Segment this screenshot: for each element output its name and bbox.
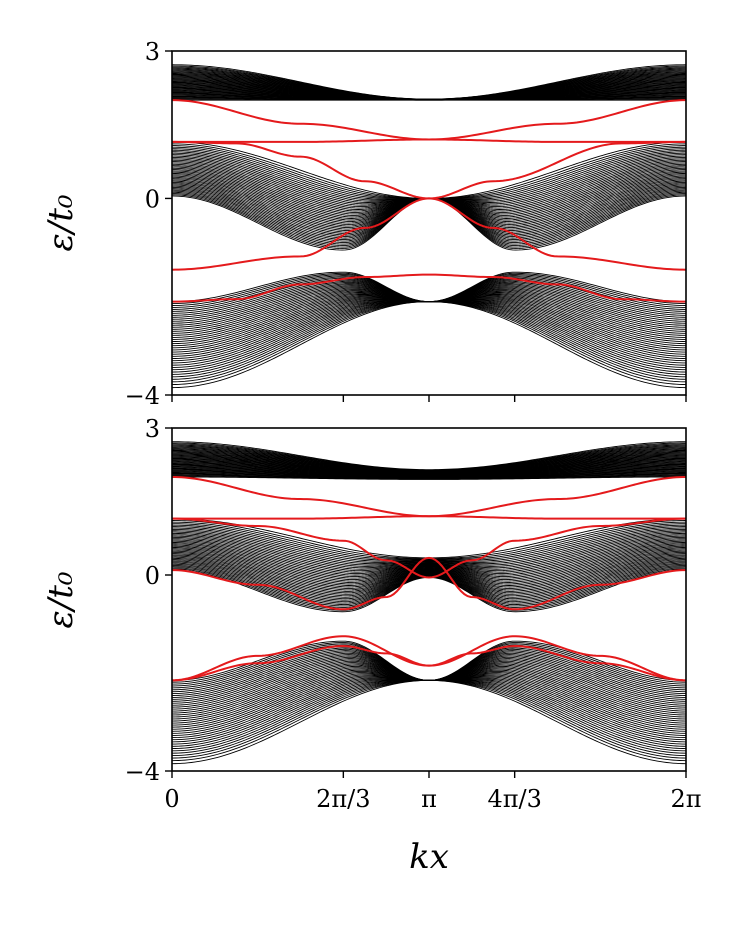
top-bulk-band-upper [172,64,686,101]
bottom-bulk-band-middle [172,518,686,613]
bottom-x-tick-label: 2π [670,785,701,813]
bottom-bulk-line [172,553,686,592]
top-bulk-line [172,301,686,385]
bottom-bulk-line [172,531,686,567]
bottom-x-tick-label: 0 [164,785,179,813]
bottom-bulk-line [172,550,686,589]
bottom-y-tick-label: 0 [145,562,160,590]
bottom-bulk-band-upper [172,441,686,480]
bottom-bulk-line [172,679,686,757]
bottom-bulk-line [172,679,686,752]
bottom-edge-state-line [172,556,686,611]
top-bulk-line [172,185,686,239]
bottom-bulk-line [172,665,686,718]
bottom-bulk-line [172,538,686,575]
bottom-x-tick-label: 2π/3 [316,785,370,813]
bottom-edge-states [172,476,686,682]
top-bulk-line [172,275,686,308]
top-edge-state-line [172,140,686,271]
bottom-bulk-line [172,543,686,581]
bottom-bulk-line [172,521,686,560]
bottom-bulk-line [172,542,686,579]
bottom-bulk-line [172,528,686,565]
bottom-bulk-line [172,476,686,480]
top-bulk-line [172,193,686,248]
bottom-bulk-line [172,551,686,591]
top-axes-frame [171,50,687,396]
top-edge-states [172,99,686,303]
bottom-y-tick-label: −4 [125,758,160,786]
bottom-bulk-line [172,549,686,588]
bottom-bulk-line [172,642,686,683]
bottom-bulk-line [172,547,686,585]
top-plot-area [172,64,686,389]
bottom-bulk-line [172,554,686,594]
bottom-bulk-line [172,679,686,765]
bottom-bulk-line [172,526,686,562]
bottom-bulk-line [172,535,686,572]
top-ticks: 3 0 −4 [125,38,687,410]
top-bulk-line [172,297,686,353]
bottom-x-tick-label: π [421,785,437,813]
top-bulk-line [172,146,686,199]
top-bulk-line [172,281,686,320]
top-y-tick-label: 3 [145,38,160,66]
top-bulk-band-middle [172,141,686,251]
top-bulk-line [172,273,686,306]
bottom-bulk-band-lower [172,640,686,765]
bottom-bulk-line [172,678,686,741]
bottom-bulk-line [172,539,686,576]
top-bulk-line [172,272,686,305]
top-bulk-band-lower [172,271,686,389]
bottom-y-tick-label: 3 [145,415,160,443]
bottom-bulk-line [172,647,686,691]
top-y-tick-label: 0 [145,185,160,213]
top-y-tick-label: −4 [125,382,160,410]
bottom-bulk-line [172,548,686,586]
top-bulk-line [172,280,686,318]
bottom-x-tick-label: 4π/3 [487,785,541,813]
bottom-bulk-line [172,544,686,582]
bottom-edge-state-line [172,517,686,579]
bottom-bulk-line [172,530,686,566]
bottom-edge-state-line [172,476,686,520]
bottom-edge-state-line [172,635,686,682]
top-bulk-line [172,301,686,375]
bottom-bulk-line [172,640,686,681]
top-panel: 3 0 −4 ε/t₀ [41,38,687,410]
bottom-bulk-line [172,556,686,597]
bottom-bulk-line [172,545,686,583]
bottom-bulk-line [172,524,686,561]
bottom-edge-state-line [172,476,686,520]
bottom-panel: 30−40 2π/3 π 4π/3 2π ε/t₀ kx [41,415,702,877]
bottom-bulk-line [172,534,686,570]
bottom-bulk-line [172,540,686,578]
bottom-y-axis-label: ε/t₀ [41,571,81,628]
bottom-ticks: 30−40 2π/3 π 4π/3 2π [125,415,702,813]
top-y-axis-label: ε/t₀ [41,194,81,251]
top-edge-state-line [172,99,686,143]
top-edge-state-line [172,99,686,143]
bottom-bulk-line [172,527,686,563]
top-edge-state-line [172,273,686,303]
top-bulk-line [172,184,686,238]
top-bulk-line [172,271,686,303]
bottom-plot-area [172,441,686,765]
x-axis-label: kx [409,837,449,877]
top-bulk-line [172,299,686,357]
bottom-bulk-line [172,523,686,561]
bottom-bulk-line [172,532,686,569]
bottom-bulk-line [172,536,686,573]
bottom-bulk-line [172,651,686,696]
